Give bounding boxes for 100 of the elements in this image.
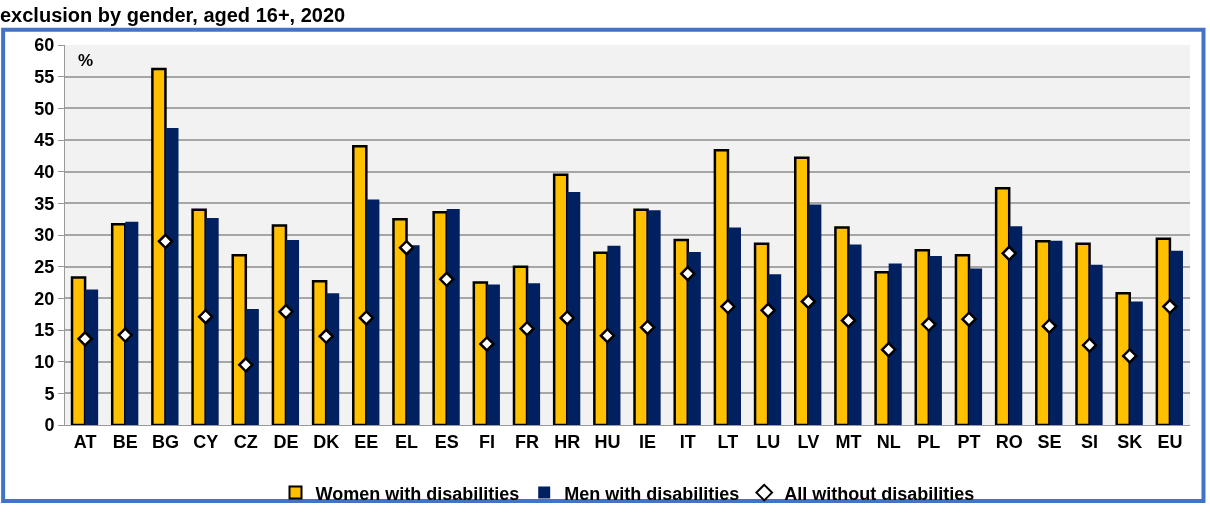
- y-tick-label: 50: [34, 98, 55, 119]
- point: [1041, 318, 1058, 334]
- bar: [165, 127, 179, 425]
- point: [760, 302, 776, 319]
- x-tick-label: EL: [395, 431, 419, 452]
- x-tick-label: LT: [717, 431, 739, 452]
- x-tick-label: HR: [554, 431, 581, 452]
- x-tick-label: PL: [917, 431, 941, 452]
- y-tick-label: 60: [34, 35, 55, 56]
- y-tick-label: 0: [44, 415, 55, 436]
- chart-title: exclusion by gender, aged 16+, 2020: [0, 3, 346, 26]
- point: [358, 310, 375, 326]
- x-tick-label: HU: [594, 431, 621, 452]
- bar: [366, 199, 380, 425]
- x-tick-label: FR: [515, 431, 540, 452]
- point: [1001, 245, 1017, 262]
- x-tick-label: LU: [756, 431, 781, 452]
- point: [800, 293, 817, 310]
- point: [961, 311, 977, 327]
- point: [1121, 348, 1138, 364]
- bar: [567, 191, 581, 425]
- x-tick-label: SE: [1037, 431, 1062, 452]
- bar: [406, 245, 420, 425]
- x-tick-label: DE: [273, 431, 299, 452]
- point: [77, 331, 93, 347]
- y-tick-label: 55: [34, 66, 55, 87]
- point: [519, 320, 535, 337]
- legend-label: Men with disabilities: [564, 483, 740, 504]
- bar: [888, 263, 902, 425]
- point: [599, 327, 616, 344]
- y-tick-label: 25: [34, 256, 55, 277]
- x-tick-label: BG: [151, 431, 179, 452]
- bar: [326, 293, 340, 425]
- x-tick-label: PT: [957, 431, 981, 452]
- x-tick-label: EU: [1157, 431, 1183, 452]
- x-tick-label: EE: [354, 431, 379, 452]
- point: [720, 298, 736, 315]
- bar: [1169, 250, 1183, 425]
- y-tick-label: 40: [34, 161, 55, 182]
- bar: [205, 217, 219, 425]
- bar: [848, 244, 862, 425]
- point: [398, 239, 415, 256]
- point: [921, 316, 937, 333]
- x-tick-label: DK: [313, 431, 340, 452]
- point: [117, 327, 134, 343]
- point: [559, 310, 575, 326]
- point: [1081, 337, 1098, 353]
- point: [680, 265, 696, 282]
- y-tick-label: 20: [34, 288, 55, 309]
- x-tick-label: SK: [1117, 431, 1143, 452]
- legend-label: All without disabilities: [784, 483, 975, 504]
- point: [639, 319, 656, 336]
- point: [840, 312, 857, 329]
- point: [1162, 298, 1178, 315]
- annotation: %: [78, 51, 94, 70]
- point: [880, 341, 897, 358]
- x-tick-label: ES: [434, 431, 459, 452]
- x-tick-label: SI: [1081, 431, 1099, 452]
- bar: [527, 283, 541, 425]
- y-tick-label: 35: [34, 193, 55, 214]
- x-tick-label: IE: [639, 431, 657, 452]
- bar: [969, 268, 983, 425]
- point: [318, 328, 334, 345]
- point: [238, 357, 254, 373]
- bar: [486, 284, 500, 425]
- bar: [647, 210, 661, 425]
- y-tick-label: 45: [34, 130, 55, 151]
- bar: [808, 204, 822, 425]
- bar: [285, 240, 300, 425]
- x-tick-label: CY: [193, 431, 219, 452]
- bar: [687, 252, 701, 425]
- point: [278, 303, 294, 320]
- x-tick-label: NL: [876, 431, 901, 452]
- bar: [727, 227, 741, 425]
- y-tick-label: 30: [34, 225, 55, 246]
- bar: [125, 221, 139, 425]
- bar: [1129, 301, 1143, 425]
- point: [479, 336, 495, 352]
- bar: [928, 255, 942, 425]
- point: [438, 271, 455, 288]
- x-tick-label: IT: [679, 431, 696, 452]
- x-tick-label: RO: [995, 431, 1023, 452]
- y-tick-label: 5: [44, 383, 55, 404]
- x-tick-label: LV: [797, 431, 820, 452]
- x-tick-label: FI: [478, 431, 495, 452]
- legend-label: Women with disabilities: [315, 483, 520, 504]
- bar: [768, 274, 782, 425]
- bar: [446, 209, 460, 425]
- point: [157, 233, 174, 250]
- y-tick-label: 15: [34, 320, 55, 341]
- x-tick-label: CZ: [233, 431, 258, 452]
- y-tick-label: 10: [34, 351, 55, 372]
- bar: [85, 289, 99, 425]
- x-tick-label: BE: [112, 431, 138, 452]
- bar: [1049, 240, 1063, 425]
- bar: [1009, 226, 1023, 425]
- bar: [1089, 264, 1103, 425]
- x-tick-label: AT: [73, 431, 97, 452]
- bar: [245, 309, 259, 425]
- x-tick-label: MT: [835, 431, 862, 452]
